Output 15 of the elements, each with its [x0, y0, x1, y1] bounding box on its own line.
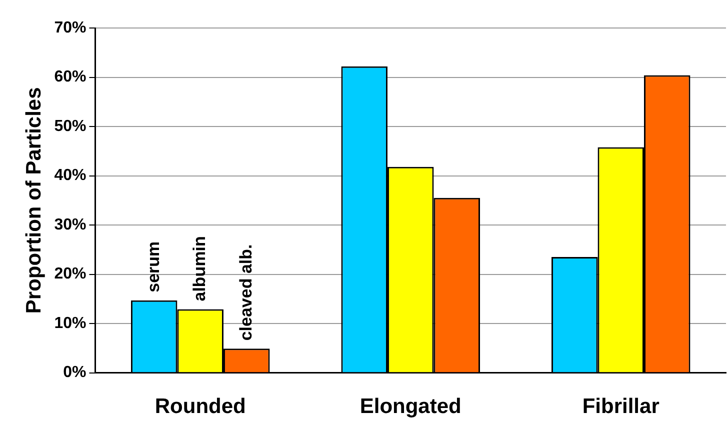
y-tick-label: 20% — [54, 266, 86, 283]
x-tick-label: Fibrillar — [582, 395, 660, 418]
y-tick-label: 70% — [54, 19, 86, 36]
y-tick-label: 50% — [54, 118, 86, 135]
y-tick-label: 40% — [54, 167, 86, 184]
y-axis-title: Proportion of Particles — [22, 87, 46, 314]
y-tick-label: 30% — [54, 216, 86, 234]
x-tick-label: Rounded — [154, 395, 246, 418]
y-tick-label: 60% — [54, 68, 86, 86]
text: serum — [144, 241, 163, 292]
y-tick-label: 0% — [63, 364, 86, 382]
y-tick-label: 10% — [54, 314, 86, 332]
text: cleaved alb. — [236, 244, 256, 341]
text: albumin — [190, 236, 210, 302]
x-tick-label: Elongated — [360, 395, 462, 418]
